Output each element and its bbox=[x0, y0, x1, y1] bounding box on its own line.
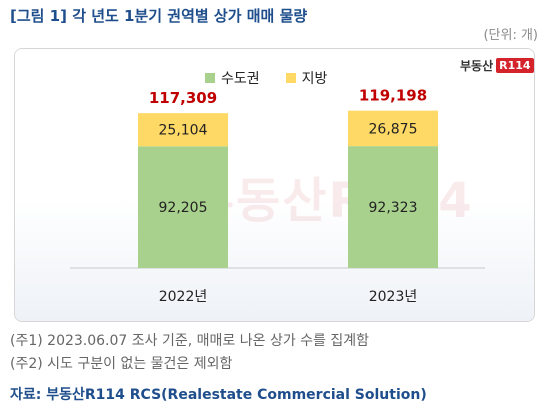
total-label-1: 117,309 bbox=[149, 89, 217, 107]
legend-item-regional: 지방 bbox=[285, 68, 328, 88]
footnote-2: (주2) 시도 구분이 없는 물건은 제외함 bbox=[10, 356, 233, 372]
data-label-capital-1: 92,205 bbox=[159, 200, 208, 216]
x-tick-label-2: 2023년 bbox=[369, 289, 418, 305]
brand-logo-text: 부동산 bbox=[460, 59, 494, 73]
bar-capital-2 bbox=[348, 146, 438, 268]
bar-chart: 92,205 25,104 117,309 2022년 92,323 26,875 119,… bbox=[70, 87, 485, 305]
brand-logo-mark: R114 bbox=[496, 58, 534, 73]
x-tick-label-1: 2022년 bbox=[159, 289, 208, 305]
legend-swatch-capital bbox=[205, 73, 215, 83]
data-label-regional-2: 26,875 bbox=[369, 121, 418, 137]
total-label-2: 119,198 bbox=[359, 87, 427, 105]
footnote-1: (주1) 2023.06.07 조사 기준, 매매로 나온 상가 수를 집계함 bbox=[10, 333, 370, 349]
brand-logo: 부동산 R114 bbox=[460, 57, 534, 74]
unit-label: (단위: 개) bbox=[483, 28, 538, 43]
bar-capital-1 bbox=[138, 146, 228, 268]
footnotes: (주1) 2023.06.07 조사 기준, 매매로 나온 상가 수를 집계함 … bbox=[10, 330, 369, 376]
legend-label-capital: 수도권 bbox=[221, 71, 260, 87]
panel-background bbox=[15, 49, 534, 321]
data-label-capital-2: 92,323 bbox=[369, 200, 418, 216]
chart-title: [그림 1] 각 년도 1분기 권역별 상가 매매 물량 bbox=[10, 7, 308, 25]
legend-label-regional: 지방 bbox=[301, 71, 328, 87]
chart-panel: 부동산R114 부동산 R114 수도권 지방 92,205 25,104 117,… bbox=[14, 48, 535, 322]
bar-regional-1 bbox=[138, 113, 228, 147]
legend: 수도권 지방 bbox=[205, 68, 327, 88]
source-note: 자료: 부동산R114 RCS(Realestate Commercial So… bbox=[10, 387, 427, 403]
bar-regional-2 bbox=[348, 110, 438, 147]
legend-swatch-regional bbox=[285, 73, 296, 83]
data-label-regional-1: 25,104 bbox=[159, 123, 208, 139]
legend-item-capital: 수도권 bbox=[205, 68, 260, 88]
